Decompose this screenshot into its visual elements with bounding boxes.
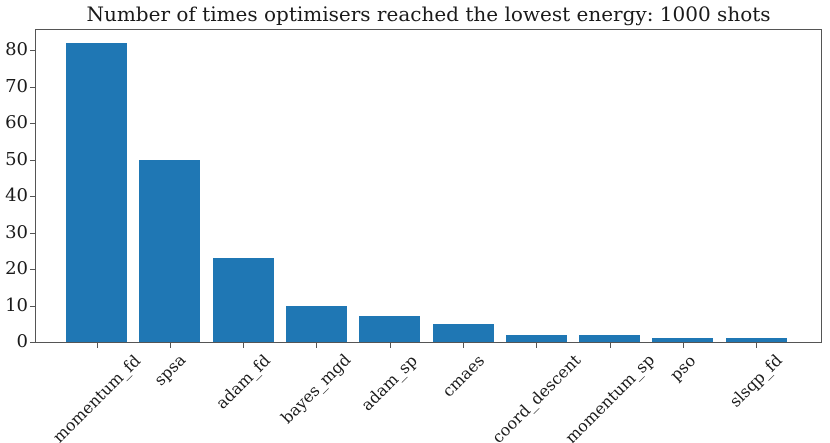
x-tick-label: momentum_fd (48, 350, 145, 443)
y-tick-label: 0 (16, 331, 28, 352)
x-tick-label: bayes_mgd (277, 350, 355, 428)
chart-title: Number of times optimisers reached the l… (86, 2, 771, 26)
bar-coord_descent (506, 335, 567, 342)
x-tick-label: spsa (150, 350, 190, 390)
y-tick-label: 80 (5, 39, 28, 60)
x-tick-label: cmaes (438, 350, 489, 401)
x-tick-label: pso (666, 350, 700, 385)
bar-adam_fd (213, 258, 274, 342)
x-tick-mark (170, 343, 171, 348)
bar-bayes_mgd (286, 306, 347, 342)
x-tick-mark (683, 343, 684, 348)
y-tick-mark (30, 233, 35, 234)
y-tick-mark (30, 87, 35, 88)
y-tick-mark (30, 123, 35, 124)
x-tick-mark (316, 343, 317, 348)
y-tick-label: 60 (5, 112, 28, 133)
y-tick-label: 40 (5, 185, 28, 206)
y-tick-label: 10 (5, 295, 28, 316)
y-tick-mark (30, 196, 35, 197)
x-tick-mark (390, 343, 391, 348)
y-tick-label: 50 (5, 149, 28, 170)
bar-spsa (139, 160, 200, 342)
y-tick-mark (30, 50, 35, 51)
x-tick-mark (536, 343, 537, 348)
bar-momentum_sp (579, 335, 640, 342)
bar-pso (652, 338, 713, 342)
x-tick-label: adam_fd (211, 350, 274, 413)
x-tick-label: slsqp_fd (725, 350, 786, 411)
y-tick-mark (30, 269, 35, 270)
x-tick-mark (97, 343, 98, 348)
bar-cmaes (433, 324, 494, 342)
y-tick-label: 30 (5, 222, 28, 243)
y-tick-mark (30, 342, 35, 343)
x-tick-mark (463, 343, 464, 348)
x-tick-mark (610, 343, 611, 348)
y-tick-label: 70 (5, 76, 28, 97)
y-tick-mark (30, 306, 35, 307)
y-tick-label: 20 (5, 258, 28, 279)
bar-adam_sp (359, 316, 420, 342)
y-tick-mark (30, 160, 35, 161)
x-tick-mark (243, 343, 244, 348)
x-tick-label: adam_sp (357, 350, 421, 415)
bar-momentum_fd (66, 43, 127, 342)
x-tick-mark (756, 343, 757, 348)
bar-slsqp_fd (726, 338, 787, 342)
